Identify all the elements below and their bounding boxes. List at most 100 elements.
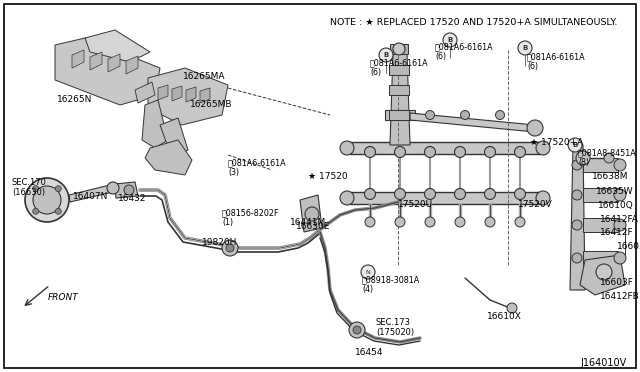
- Circle shape: [536, 141, 550, 155]
- Text: J164010V: J164010V: [580, 358, 627, 368]
- Circle shape: [572, 160, 582, 170]
- Circle shape: [394, 147, 406, 157]
- Text: 16610Q: 16610Q: [598, 201, 634, 210]
- Circle shape: [454, 189, 465, 199]
- Polygon shape: [583, 158, 618, 172]
- Polygon shape: [583, 188, 618, 202]
- Text: ★ 17520+A: ★ 17520+A: [530, 138, 583, 147]
- Text: Ⓑ081A6-6161A
(6): Ⓑ081A6-6161A (6): [527, 52, 586, 71]
- Text: ★ 17520: ★ 17520: [308, 172, 348, 181]
- Circle shape: [495, 110, 504, 119]
- Circle shape: [349, 322, 365, 338]
- Text: 16603: 16603: [617, 242, 640, 251]
- Text: 16610X: 16610X: [487, 312, 522, 321]
- Polygon shape: [350, 142, 540, 154]
- Circle shape: [365, 189, 376, 199]
- Circle shape: [515, 189, 525, 199]
- Polygon shape: [583, 251, 618, 265]
- Text: 16265MA: 16265MA: [183, 72, 225, 81]
- Circle shape: [55, 208, 61, 214]
- Text: N: N: [365, 269, 371, 275]
- Polygon shape: [126, 56, 138, 74]
- Polygon shape: [300, 195, 322, 232]
- Polygon shape: [55, 38, 160, 105]
- Polygon shape: [186, 87, 196, 102]
- Circle shape: [394, 189, 406, 199]
- Circle shape: [604, 153, 614, 163]
- Polygon shape: [90, 52, 102, 70]
- Polygon shape: [583, 218, 618, 232]
- Polygon shape: [160, 118, 188, 158]
- Circle shape: [226, 244, 234, 252]
- Circle shape: [484, 147, 495, 157]
- Text: 16265N: 16265N: [57, 95, 92, 104]
- Circle shape: [527, 120, 543, 136]
- Circle shape: [424, 189, 435, 199]
- Circle shape: [365, 147, 376, 157]
- Circle shape: [485, 217, 495, 227]
- Bar: [389, 85, 409, 95]
- Text: 17520U: 17520U: [398, 200, 433, 209]
- Polygon shape: [85, 30, 150, 62]
- Polygon shape: [570, 145, 585, 290]
- Polygon shape: [145, 140, 192, 175]
- Text: SEC.173
(175020): SEC.173 (175020): [376, 318, 414, 337]
- Circle shape: [614, 219, 626, 231]
- Circle shape: [572, 253, 582, 263]
- Text: 16265MB: 16265MB: [190, 100, 232, 109]
- Circle shape: [424, 147, 435, 157]
- Polygon shape: [72, 50, 84, 68]
- Circle shape: [614, 189, 626, 201]
- Circle shape: [568, 138, 582, 152]
- Circle shape: [507, 303, 517, 313]
- Circle shape: [515, 147, 525, 157]
- Circle shape: [461, 110, 470, 119]
- Polygon shape: [580, 255, 625, 295]
- Text: Ⓑ081A6-6161A
(6): Ⓑ081A6-6161A (6): [370, 58, 429, 77]
- Polygon shape: [158, 85, 168, 100]
- Polygon shape: [108, 54, 120, 72]
- Text: 16412FB: 16412FB: [600, 292, 640, 301]
- Circle shape: [25, 178, 69, 222]
- Circle shape: [393, 43, 405, 55]
- Circle shape: [33, 186, 38, 192]
- Circle shape: [107, 182, 119, 194]
- Circle shape: [222, 240, 238, 256]
- Text: B: B: [572, 142, 578, 148]
- Circle shape: [572, 220, 582, 230]
- Polygon shape: [390, 52, 410, 145]
- Circle shape: [340, 191, 354, 205]
- Circle shape: [340, 141, 354, 155]
- Text: FRONT: FRONT: [48, 293, 79, 302]
- Polygon shape: [142, 100, 168, 148]
- Circle shape: [518, 41, 532, 55]
- Circle shape: [576, 151, 590, 165]
- Circle shape: [596, 264, 612, 280]
- Text: Ⓑ08156-8202F
(1): Ⓑ08156-8202F (1): [222, 208, 280, 227]
- Text: 16603F: 16603F: [600, 278, 634, 287]
- Circle shape: [425, 217, 435, 227]
- Polygon shape: [410, 113, 535, 132]
- Text: 16407N: 16407N: [73, 192, 108, 201]
- Polygon shape: [172, 86, 182, 101]
- Text: SEC.170
(16630): SEC.170 (16630): [12, 178, 47, 198]
- Text: 16412FA: 16412FA: [600, 215, 639, 224]
- Text: 16635W: 16635W: [596, 187, 634, 196]
- Polygon shape: [135, 82, 155, 103]
- Text: Ⓑ081A6-6161A
(3): Ⓑ081A6-6161A (3): [228, 158, 287, 177]
- Text: 17520V: 17520V: [518, 200, 553, 209]
- Circle shape: [443, 33, 457, 47]
- Polygon shape: [69, 185, 113, 202]
- Text: Ⓑ08918-3081A
(4): Ⓑ08918-3081A (4): [362, 275, 420, 294]
- Circle shape: [55, 186, 61, 192]
- Text: Ⓒ081A8-8451A
(8): Ⓒ081A8-8451A (8): [578, 148, 637, 167]
- Circle shape: [426, 110, 435, 119]
- Circle shape: [395, 217, 405, 227]
- Circle shape: [305, 207, 319, 221]
- Text: B: B: [383, 52, 388, 58]
- Text: B: B: [447, 37, 452, 43]
- Circle shape: [515, 217, 525, 227]
- Text: 16432: 16432: [118, 194, 147, 203]
- Circle shape: [455, 217, 465, 227]
- Circle shape: [33, 208, 38, 214]
